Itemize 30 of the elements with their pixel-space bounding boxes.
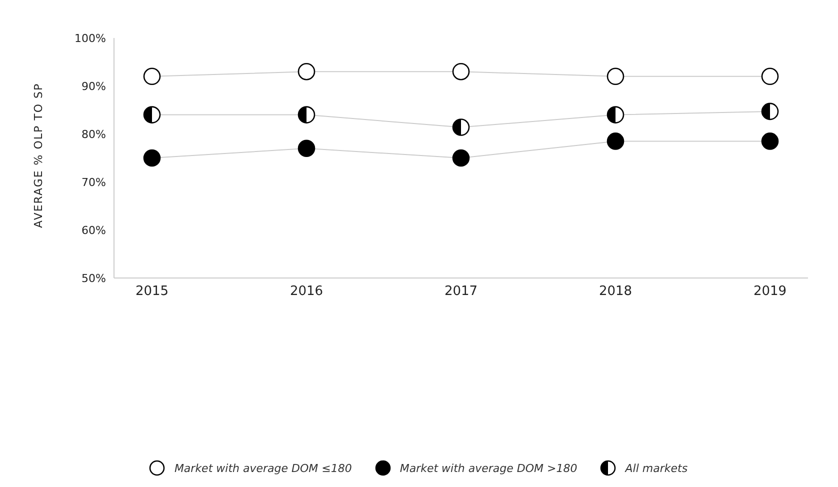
legend-label: Market with average DOM >180 <box>400 462 578 474</box>
point <box>606 106 624 124</box>
y-tick-label: 90% <box>82 80 106 93</box>
y-tick-label: 70% <box>82 176 106 189</box>
legend-label: Market with average DOM ≤180 <box>174 462 352 474</box>
point <box>452 149 470 167</box>
x-tick-label: 2015 <box>135 284 169 300</box>
point <box>761 102 779 120</box>
point <box>606 68 624 86</box>
point <box>452 62 470 80</box>
point <box>143 68 161 86</box>
x-tick-label: 2016 <box>290 284 324 300</box>
point <box>298 62 316 80</box>
y-tick-label: 60% <box>82 224 106 237</box>
point <box>761 132 779 150</box>
point <box>143 149 161 167</box>
y-axis-title: AVERAGE % OLP TO SP <box>32 82 45 228</box>
point <box>298 106 316 124</box>
point <box>606 132 624 150</box>
legend-label: All markets <box>625 462 688 474</box>
x-tick-label: 2017 <box>444 284 478 300</box>
point <box>298 140 316 158</box>
x-tick-label: 2019 <box>753 284 787 300</box>
y-tick-label: 100% <box>74 32 106 45</box>
x-tick-label: 2018 <box>598 284 632 300</box>
point <box>761 68 779 86</box>
y-tick-label: 80% <box>82 128 106 141</box>
point <box>452 118 470 136</box>
point <box>143 106 161 124</box>
y-tick-label: 50% <box>82 272 106 285</box>
